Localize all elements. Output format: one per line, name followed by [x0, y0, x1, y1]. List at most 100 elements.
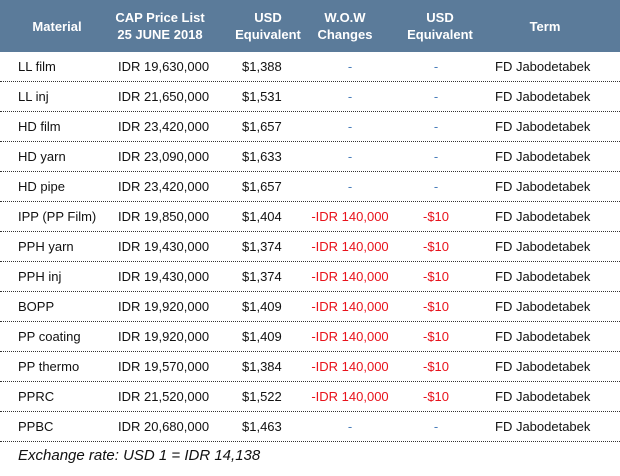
- table-cell: FD Jabodetabek: [495, 179, 591, 194]
- table-cell: FD Jabodetabek: [495, 269, 591, 284]
- table-cell: -$10: [422, 209, 450, 224]
- table-cell: $1,633: [242, 149, 282, 164]
- table-cell: -: [347, 59, 353, 74]
- table-cell: LL film: [18, 59, 56, 74]
- table-cell: HD film: [18, 119, 61, 134]
- table-cell: HD yarn: [18, 149, 66, 164]
- table-cell: -$10: [422, 299, 450, 314]
- table-cell: -: [347, 89, 353, 104]
- table-cell: FD Jabodetabek: [495, 239, 591, 254]
- table-cell: IDR 20,680,000: [118, 419, 210, 434]
- table-cell: IPP (PP Film): [18, 209, 97, 224]
- table-row: HD film IDR 23,420,000 $1,657 - - FD Jabodeta…: [0, 112, 620, 142]
- table-row: PPBC IDR 20,680,000 $1,463 - - FD Jabodetabek: [0, 412, 620, 442]
- header-text: Equivalent: [235, 27, 301, 42]
- table-cell: IDR 19,920,000: [118, 299, 210, 314]
- table-cell: -: [347, 179, 353, 194]
- table-cell: FD Jabodetabek: [495, 209, 591, 224]
- header-text: Material: [32, 18, 82, 34]
- table-row: PP coating IDR 19,920,000 $1,409 -IDR 140,0…: [0, 322, 620, 352]
- table-cell: $1,374: [242, 269, 282, 284]
- header-cell: W.O.W Changes: [318, 0, 373, 52]
- table-cell: HD pipe: [18, 179, 65, 194]
- header-text: CAP Price List: [115, 10, 205, 25]
- table-row: PPH yarn IDR 19,430,000 $1,374 -IDR 140,000…: [0, 232, 620, 262]
- table-cell: -IDR 140,000: [311, 239, 389, 254]
- table-cell: FD Jabodetabek: [495, 119, 591, 134]
- table-cell: -: [433, 179, 439, 194]
- table-cell: IDR 23,420,000: [118, 179, 210, 194]
- table-cell: PPBC: [18, 419, 54, 434]
- table-cell: $1,463: [242, 419, 282, 434]
- header-cell: Term: [530, 0, 561, 52]
- table-cell: $1,384: [242, 359, 282, 374]
- table-row: PPRC IDR 21,520,000 $1,522 -IDR 140,000 -$10…: [0, 382, 620, 412]
- header-text: W.O.W: [324, 10, 366, 25]
- table-cell: -IDR 140,000: [311, 329, 389, 344]
- table-cell: IDR 19,920,000: [118, 329, 210, 344]
- header-text: USD: [254, 10, 282, 25]
- table-cell: $1,388: [242, 59, 282, 74]
- table-cell: PPH inj: [18, 269, 62, 284]
- table-cell: FD Jabodetabek: [495, 89, 591, 104]
- table-cell: IDR 19,850,000: [118, 209, 210, 224]
- table-cell: -IDR 140,000: [311, 389, 389, 404]
- table-cell: -$10: [422, 359, 450, 374]
- table-row: IPP (PP Film) IDR 19,850,000 $1,404 -IDR 14…: [0, 202, 620, 232]
- table-cell: FD Jabodetabek: [495, 329, 591, 344]
- table-cell: PP thermo: [18, 359, 80, 374]
- table-cell: -: [433, 59, 439, 74]
- header-text: Equivalent: [407, 27, 473, 42]
- table-cell: FD Jabodetabek: [495, 149, 591, 164]
- table-cell: $1,657: [242, 119, 282, 134]
- table-cell: FD Jabodetabek: [495, 359, 591, 374]
- table-row: HD pipe IDR 23,420,000 $1,657 - - FD Jabodeta…: [0, 172, 620, 202]
- table-cell: -IDR 140,000: [311, 269, 389, 284]
- table-cell: FD Jabodetabek: [495, 59, 591, 74]
- table-cell: -$10: [422, 269, 450, 284]
- table-cell: $1,522: [242, 389, 282, 404]
- header-text: 25 JUNE 2018: [117, 27, 203, 42]
- table-cell: LL inj: [18, 89, 49, 104]
- table-cell: PP coating: [18, 329, 81, 344]
- table-row: HD yarn IDR 23,090,000 $1,633 - - FD Jabodeta…: [0, 142, 620, 172]
- table-cell: -: [347, 419, 353, 434]
- table-cell: IDR 19,630,000: [118, 59, 210, 74]
- table-cell: IDR 21,520,000: [118, 389, 210, 404]
- table-cell: FD Jabodetabek: [495, 299, 591, 314]
- table-cell: -$10: [422, 239, 450, 254]
- table-cell: $1,657: [242, 179, 282, 194]
- table-cell: $1,409: [242, 329, 282, 344]
- table-cell: PPH yarn: [18, 239, 74, 254]
- header-text: USD: [426, 10, 454, 25]
- table-cell: $1,531: [242, 89, 282, 104]
- table-cell: $1,409: [242, 299, 282, 314]
- table-cell: -: [433, 149, 439, 164]
- table-row: LL film IDR 19,630,000 $1,388 - - FD Jabodeta…: [0, 52, 620, 82]
- table-cell: BOPP: [18, 299, 55, 314]
- table-cell: -: [433, 419, 439, 434]
- table-cell: -: [433, 89, 439, 104]
- table-cell: $1,404: [242, 209, 282, 224]
- table-cell: IDR 19,570,000: [118, 359, 210, 374]
- table-cell: -IDR 140,000: [311, 299, 389, 314]
- table-cell: -$10: [422, 329, 450, 344]
- table-cell: FD Jabodetabek: [495, 419, 591, 434]
- header-cell: USD Equivalent: [407, 0, 473, 52]
- table-row: BOPP IDR 19,920,000 $1,409 -IDR 140,000 -$10…: [0, 292, 620, 322]
- table-row: PPH inj IDR 19,430,000 $1,374 -IDR 140,000 -…: [0, 262, 620, 292]
- table-header: Material CAP Price List 25 JUNE 2018 USD Equ…: [0, 0, 620, 52]
- table-cell: FD Jabodetabek: [495, 389, 591, 404]
- header-cell: CAP Price List 25 JUNE 2018: [115, 0, 204, 52]
- table-cell: IDR 19,430,000: [118, 239, 210, 254]
- table-cell: $1,374: [242, 239, 282, 254]
- table-row: PP thermo IDR 19,570,000 $1,384 -IDR 140,00…: [0, 352, 620, 382]
- exchange-rate-note: Exchange rate: USD 1 = IDR 14,138: [18, 447, 261, 464]
- table-cell: -IDR 140,000: [311, 209, 389, 224]
- table-cell: IDR 23,090,000: [118, 149, 210, 164]
- table-cell: -IDR 140,000: [311, 359, 389, 374]
- table-cell: IDR 21,650,000: [118, 89, 210, 104]
- table-cell: IDR 23,420,000: [118, 119, 210, 134]
- header-text: Term: [529, 18, 561, 34]
